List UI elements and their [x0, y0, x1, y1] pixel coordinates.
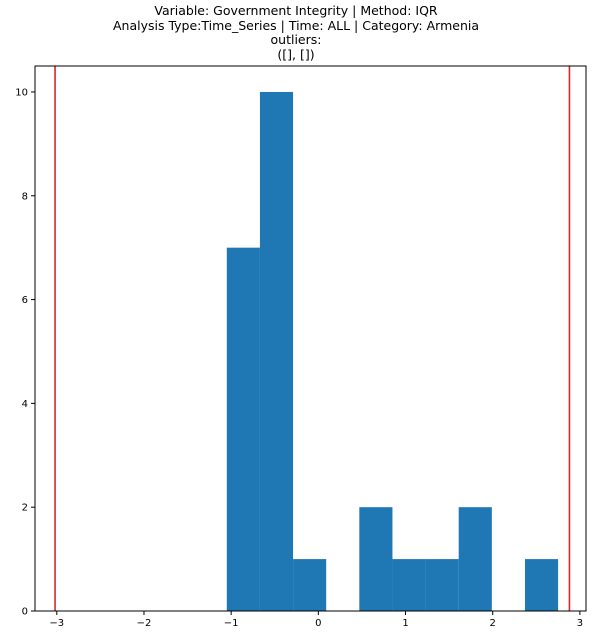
histogram-bar-10	[524, 559, 559, 611]
chart-title: Variable: Government Integrity | Method:…	[0, 3, 592, 62]
title-line-1: Variable: Government Integrity | Method:…	[154, 3, 438, 18]
x-tick-label: −1	[224, 618, 239, 629]
axes-frame	[34, 65, 587, 612]
x-tick-label: −2	[137, 618, 152, 629]
histogram-bar-1	[226, 247, 260, 611]
histogram-bar-7	[425, 559, 459, 611]
y-tick-label: 6	[22, 295, 28, 306]
y-tick-label: 8	[22, 191, 28, 202]
histogram-bar-2	[259, 91, 294, 611]
y-tick-label: 0	[22, 607, 28, 618]
x-tick-label: 2	[490, 618, 496, 629]
x-tick-label: 0	[315, 618, 321, 629]
y-tick-label: 10	[15, 87, 28, 98]
title-line-4: ([], [])	[277, 46, 315, 62]
histogram-bar-8	[458, 507, 492, 611]
x-tick-label: −3	[49, 618, 64, 629]
bars-layer	[226, 91, 559, 611]
title-line-3: outliers:	[270, 32, 322, 47]
y-axis-ticks: 0 2 4 6 8 10	[15, 87, 35, 618]
y-tick-label: 4	[22, 399, 28, 410]
histogram-bar-6	[392, 559, 426, 611]
x-tick-label: 1	[402, 618, 408, 629]
histogram-bar-5	[359, 507, 393, 611]
y-tick-label: 2	[22, 503, 28, 514]
x-tick-label: 3	[577, 618, 583, 629]
threshold-lines-layer	[54, 66, 571, 611]
histogram-bar-3	[293, 559, 327, 611]
x-axis-ticks: −3 −2 −1 0 1 2 3	[49, 611, 583, 629]
title-line-2: Analysis Type:Time_Series | Time: ALL | …	[112, 17, 479, 33]
